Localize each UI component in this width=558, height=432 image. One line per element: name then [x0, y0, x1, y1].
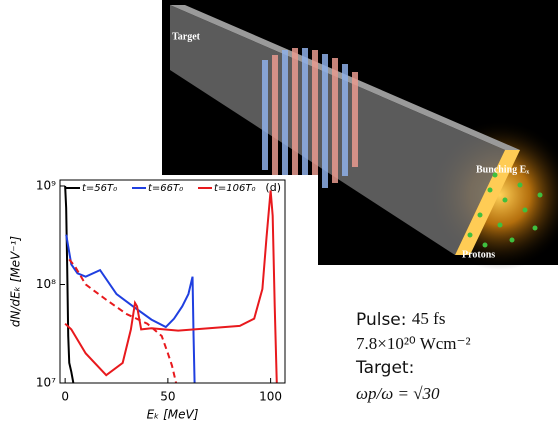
param-value: ωp/ω = √30 [356, 384, 440, 403]
params: Pulse: 45 fs 7.8×10²⁰ Wcm⁻² Target: ωp/ω… [355, 309, 471, 403]
param-text: Pulse: 45 fs [356, 309, 445, 330]
x-tick-label: 100 [259, 390, 282, 404]
y-tick-label: 10⁹ [36, 178, 56, 192]
figure: Target Bunching Eₓ Protons 10⁷ 10⁸ 10⁹ 0 50 1… [0, 0, 558, 428]
render-label: Target [172, 31, 201, 42]
param-label: Target: [355, 358, 414, 378]
legend-label: t=106T₀ [214, 183, 256, 194]
param-value: 7.8×10²⁰ Wcm⁻² [356, 334, 471, 353]
x-tick-label: 0 [61, 390, 69, 404]
y-tick-label: 10⁷ [36, 376, 56, 390]
y-axis-label: dN/dEₖ [MeV⁻¹] [9, 236, 23, 328]
y-tick-label: 10⁸ [36, 277, 56, 291]
param-value: 45 fs [412, 309, 446, 328]
x-tick-label: 50 [160, 390, 175, 404]
x-axis-label: Eₖ [MeV] [147, 408, 199, 422]
legend-label: t=56T₀ [82, 183, 117, 194]
chart-title: (d) [265, 181, 281, 194]
param-label: Pulse: [356, 310, 407, 330]
legend-label: t=66T₀ [148, 183, 183, 194]
render-label: Bunching Eₓ [476, 164, 529, 175]
render-label: Protons [462, 249, 495, 260]
